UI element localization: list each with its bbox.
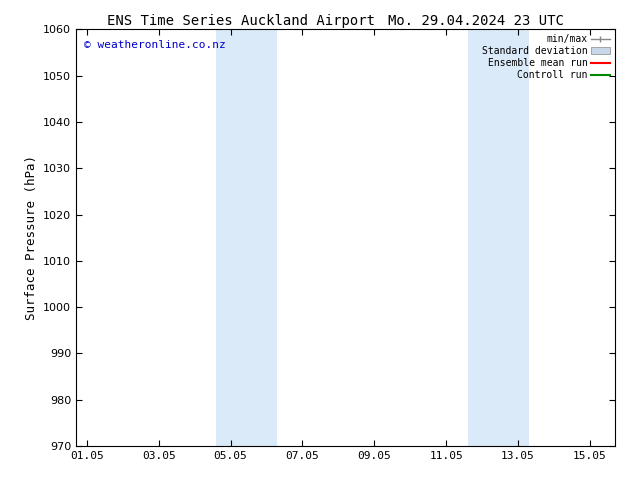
Y-axis label: Surface Pressure (hPa): Surface Pressure (hPa) xyxy=(25,155,37,320)
Legend: min/max, Standard deviation, Ensemble mean run, Controll run: min/max, Standard deviation, Ensemble me… xyxy=(479,31,613,83)
Bar xyxy=(468,29,529,446)
Text: © weatheronline.co.nz: © weatheronline.co.nz xyxy=(84,40,226,50)
Bar xyxy=(216,29,277,446)
Text: ENS Time Series Auckland Airport: ENS Time Series Auckland Airport xyxy=(107,14,375,28)
Text: Mo. 29.04.2024 23 UTC: Mo. 29.04.2024 23 UTC xyxy=(387,14,564,28)
